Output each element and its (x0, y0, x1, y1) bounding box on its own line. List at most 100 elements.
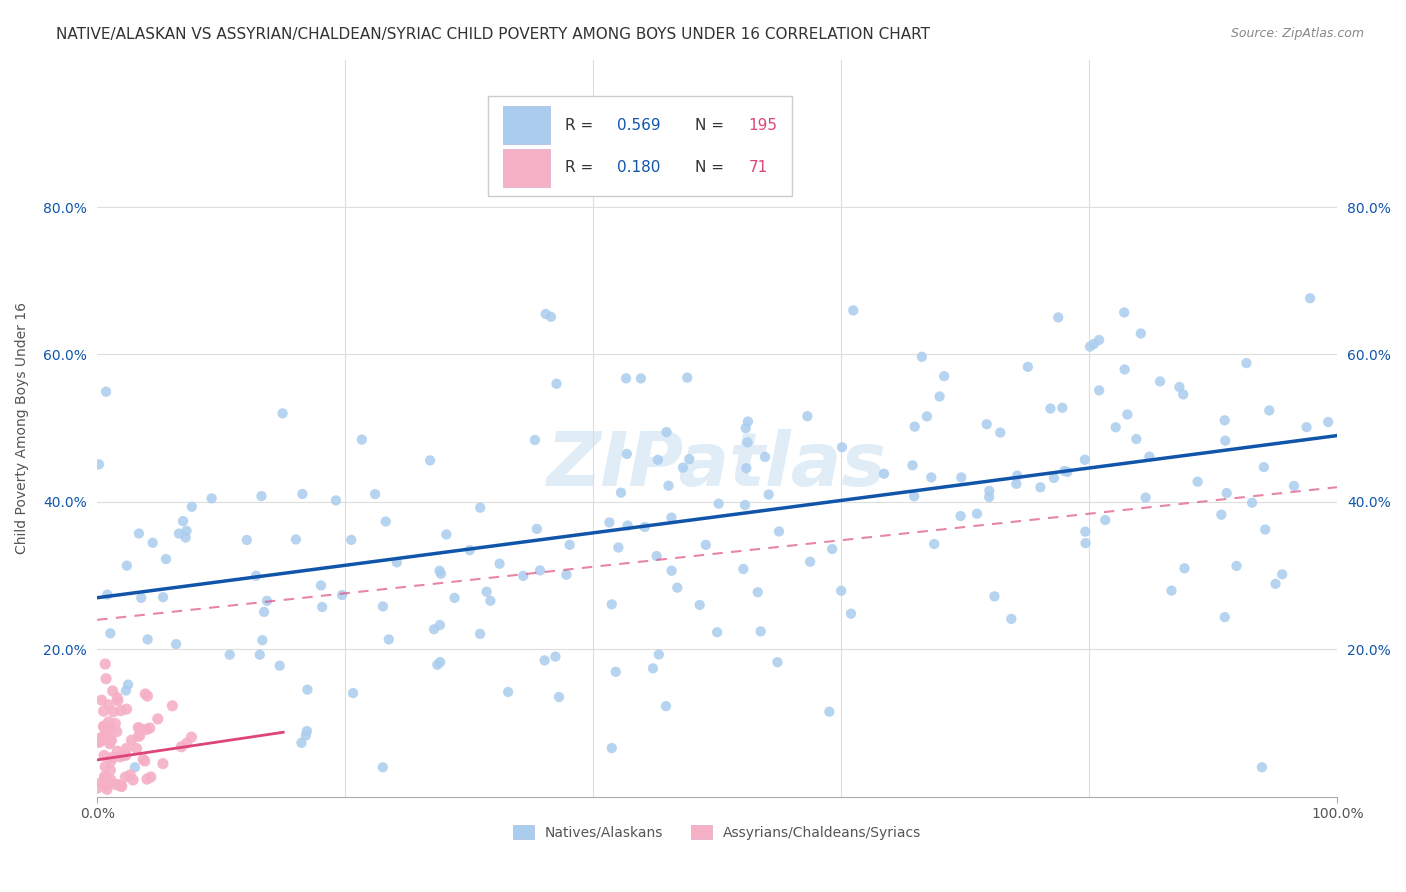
Point (125, 741, 148, 756)
Point (114, 770, 136, 784)
Point (100, 763, 122, 777)
Text: N =: N = (695, 118, 728, 133)
Point (1226, 558, 1249, 573)
Point (641, 661, 664, 675)
Point (253, 605, 276, 619)
Point (645, 549, 668, 563)
Point (922, 537, 945, 551)
Point (290, 736, 312, 750)
Point (796, 409, 818, 424)
Point (526, 522, 548, 536)
Point (93, 719, 115, 733)
Point (607, 541, 630, 555)
Point (311, 599, 333, 614)
Point (979, 490, 1001, 504)
Point (385, 555, 408, 569)
Point (544, 649, 567, 664)
Point (734, 421, 756, 435)
Point (104, 716, 127, 731)
Point (903, 489, 925, 503)
Point (117, 677, 139, 691)
Point (546, 376, 568, 391)
Point (949, 509, 972, 524)
Point (1125, 432, 1147, 446)
Point (1137, 450, 1160, 464)
Point (1017, 359, 1039, 374)
Point (87, 458, 110, 472)
Point (325, 493, 347, 508)
Text: 0.180: 0.180 (617, 161, 661, 176)
Point (96, 779, 118, 793)
Point (661, 564, 683, 578)
Point (950, 470, 973, 484)
Point (93, 704, 115, 718)
Point (134, 687, 156, 701)
Point (134, 754, 156, 768)
Point (540, 310, 562, 324)
Point (98, 734, 121, 748)
Point (295, 728, 318, 742)
Point (1074, 452, 1097, 467)
Point (655, 425, 678, 439)
Point (1005, 468, 1028, 483)
Text: Source: ZipAtlas.com: Source: ZipAtlas.com (1230, 27, 1364, 40)
Point (162, 698, 184, 713)
Point (104, 778, 127, 792)
Point (458, 543, 481, 558)
Point (128, 526, 150, 541)
Point (124, 760, 146, 774)
Point (364, 487, 387, 501)
Point (747, 585, 769, 599)
Point (1160, 583, 1182, 598)
Point (630, 371, 652, 385)
Point (1074, 536, 1097, 550)
Point (1088, 384, 1111, 398)
Point (983, 590, 1005, 604)
Point (766, 655, 789, 669)
Point (749, 624, 772, 639)
Point (89, 731, 111, 746)
Point (1135, 491, 1157, 505)
Point (429, 618, 451, 632)
Point (1094, 513, 1116, 527)
Point (330, 588, 353, 602)
Point (128, 728, 150, 742)
Point (488, 557, 510, 571)
Point (1056, 465, 1078, 479)
Point (112, 748, 135, 763)
Point (256, 594, 278, 608)
Point (529, 563, 551, 577)
Point (86, 781, 108, 796)
FancyBboxPatch shape (488, 96, 792, 196)
Point (96, 782, 118, 797)
Point (1114, 362, 1136, 376)
Point (297, 682, 319, 697)
Point (371, 599, 394, 614)
Point (122, 772, 145, 787)
Point (1282, 479, 1305, 493)
Point (706, 625, 728, 640)
Point (120, 733, 142, 747)
Point (1173, 561, 1195, 575)
Point (1213, 413, 1236, 427)
Point (842, 303, 865, 318)
Point (1253, 460, 1275, 475)
Point (350, 433, 373, 447)
Point (136, 632, 159, 647)
Point (1295, 420, 1317, 434)
Point (174, 531, 197, 545)
Point (115, 558, 138, 573)
Point (616, 447, 638, 461)
Point (512, 569, 534, 583)
Point (1251, 760, 1274, 774)
Point (180, 730, 202, 744)
Point (101, 750, 124, 764)
Point (830, 583, 852, 598)
Point (598, 516, 620, 530)
Point (689, 598, 711, 612)
Point (90, 693, 112, 707)
Point (105, 744, 128, 758)
Point (101, 684, 124, 698)
Point (657, 478, 679, 492)
Point (634, 520, 657, 534)
